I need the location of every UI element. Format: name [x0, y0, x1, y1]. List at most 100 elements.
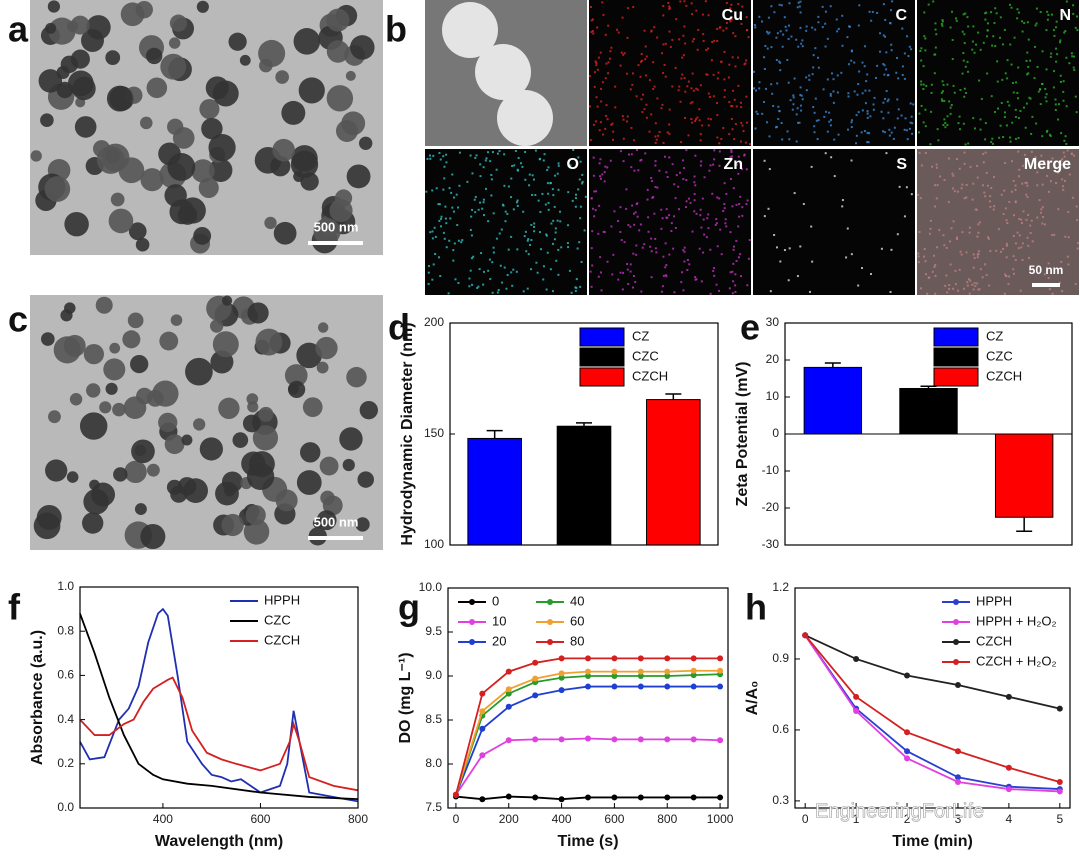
nanoparticle — [40, 113, 54, 128]
eds-signal — [448, 239, 451, 242]
eds-signal — [1012, 255, 1015, 258]
data-point — [1005, 764, 1012, 771]
eds-signal — [1003, 292, 1006, 295]
eds-signal — [641, 246, 644, 249]
eds-signal — [829, 5, 832, 8]
eds-signal — [607, 61, 610, 64]
eds-signal — [671, 38, 674, 41]
eds-signal — [609, 159, 612, 162]
eds-signal — [592, 123, 595, 126]
eds-signal — [614, 106, 617, 109]
eds-signal — [965, 196, 968, 199]
nanoparticle — [300, 442, 321, 463]
eds-signal — [1014, 108, 1017, 111]
eds-signal — [850, 121, 853, 124]
eds-signal — [770, 5, 773, 8]
eds-signal — [1060, 163, 1063, 166]
eds-signal — [701, 197, 704, 200]
eds-signal — [556, 219, 559, 222]
eds-signal — [653, 212, 656, 215]
eds-signal — [865, 80, 868, 83]
eds-signal — [846, 227, 849, 230]
eds-signal — [935, 197, 938, 200]
eds-signal — [1022, 164, 1025, 167]
eds-signal — [596, 105, 599, 108]
eds-signal — [677, 185, 680, 188]
data-point — [802, 632, 809, 639]
eds-signal — [632, 286, 635, 289]
eds-signal — [652, 88, 655, 91]
eds-signal — [868, 10, 871, 13]
eds-signal — [797, 45, 800, 48]
eds-signal — [633, 139, 636, 142]
data-point — [717, 794, 724, 801]
eds-signal — [700, 226, 703, 229]
x-tick-label: 600 — [604, 812, 624, 826]
scale-label: 50 nm — [1029, 263, 1064, 277]
eds-signal — [1062, 99, 1065, 102]
data-point — [904, 748, 911, 755]
eds-signal — [1034, 24, 1037, 27]
eds-signal — [917, 193, 920, 196]
legend-marker — [953, 619, 959, 625]
eds-signal — [545, 234, 548, 237]
eds-signal — [634, 211, 637, 214]
eds-signal — [675, 18, 678, 21]
eds-signal — [791, 108, 794, 111]
data-point — [611, 655, 618, 662]
eds-signal — [1051, 13, 1054, 16]
nanoparticle — [346, 366, 367, 388]
y-tick-label: 0.6 — [57, 668, 74, 682]
eds-signal — [492, 251, 495, 254]
data-point — [637, 668, 644, 675]
eds-signal — [547, 192, 550, 195]
eds-signal — [1060, 260, 1063, 263]
eds-signal — [1024, 181, 1027, 184]
eds-signal — [997, 228, 1000, 231]
eds-signal — [869, 115, 872, 118]
eds-signal — [961, 30, 964, 33]
eds-signal — [800, 109, 803, 112]
eds-signal — [1045, 93, 1048, 96]
eds-signal — [1047, 262, 1050, 265]
eds-signal — [1008, 104, 1011, 107]
data-point — [505, 686, 512, 693]
eds-signal — [478, 268, 481, 271]
eds-signal — [1043, 160, 1046, 163]
eds-signal — [737, 155, 740, 158]
data-point — [611, 668, 618, 675]
eds-signal — [680, 281, 683, 284]
eds-signal — [754, 89, 757, 92]
eds-signal — [990, 187, 993, 190]
series-line — [804, 634, 1061, 783]
bar — [899, 387, 958, 435]
eds-signal — [656, 97, 659, 100]
data-point — [585, 668, 591, 675]
eds-signal — [442, 188, 445, 191]
eds-signal — [599, 158, 602, 161]
eds-signal — [589, 75, 592, 78]
eds-signal — [995, 12, 998, 15]
eds-signal — [982, 152, 985, 155]
eds-signal — [610, 225, 613, 228]
y-tick-label: 0.3 — [772, 793, 789, 807]
eds-signal — [716, 245, 719, 248]
data-point — [585, 683, 591, 690]
eds-signal — [690, 118, 693, 121]
data-point — [637, 673, 644, 679]
eds-signal — [763, 159, 766, 162]
eds-signal — [1074, 95, 1077, 98]
nanoparticle — [316, 361, 329, 374]
error-bar — [824, 362, 841, 368]
nanoparticle — [45, 459, 68, 482]
eds-signal — [491, 261, 494, 264]
eds-signal — [945, 274, 948, 277]
eds-signal — [799, 86, 802, 89]
nanoparticle — [246, 462, 275, 491]
eds-signal — [453, 242, 456, 245]
eds-signal — [434, 252, 437, 255]
eds-signal — [903, 52, 906, 55]
eds-signal — [713, 158, 716, 161]
eds-signal — [502, 204, 505, 207]
eds-signal — [547, 208, 550, 211]
